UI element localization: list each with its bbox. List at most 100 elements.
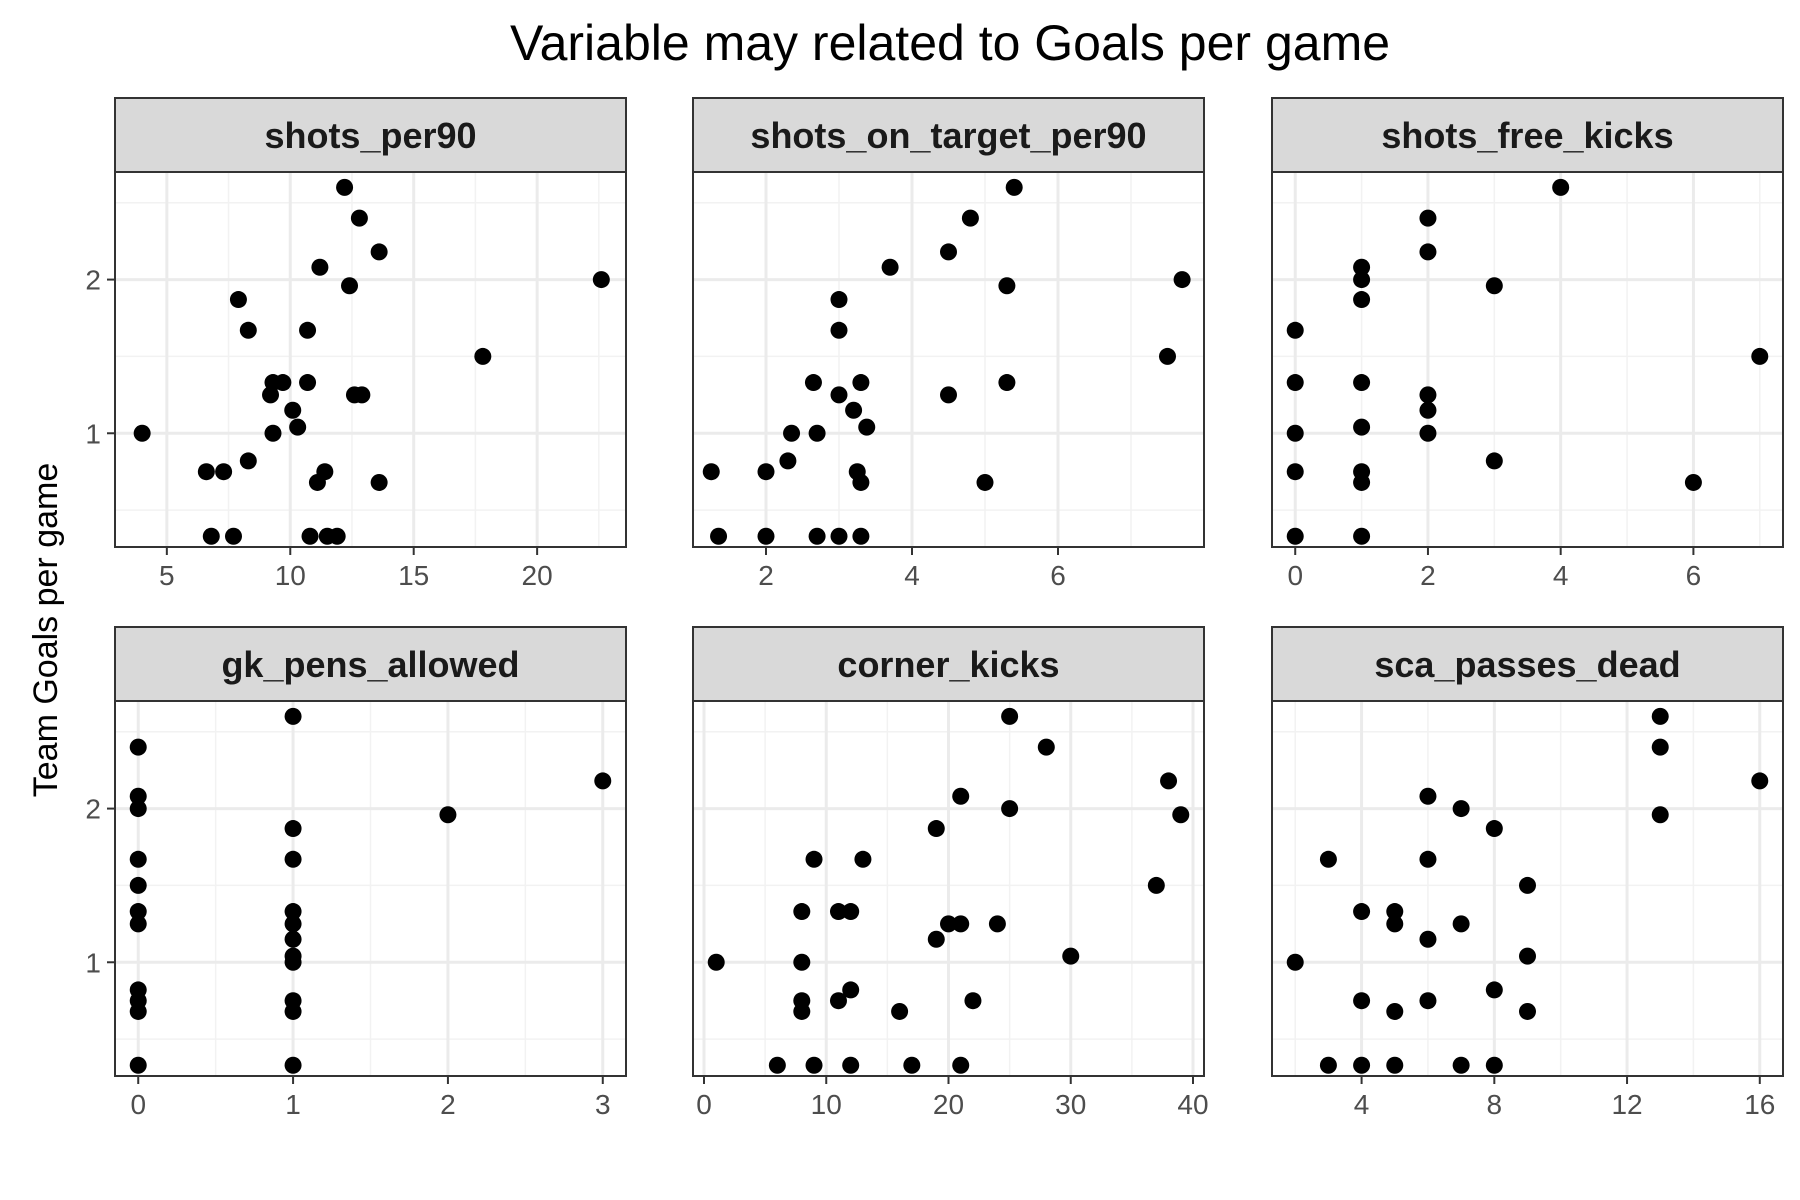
data-point: [350, 209, 368, 227]
facet-strip-label: sca_passes_dead: [1374, 644, 1680, 685]
data-point: [439, 806, 457, 824]
facet-strip-label: shots_free_kicks: [1381, 115, 1673, 156]
facet-strip: [114, 97, 627, 173]
x-tick-label: 16: [1744, 1089, 1775, 1120]
data-point: [903, 1056, 921, 1074]
data-point: [707, 953, 725, 971]
data-point: [224, 527, 242, 545]
data-point: [1319, 1056, 1337, 1074]
data-point: [830, 527, 848, 545]
data-point: [852, 374, 870, 392]
facet-strip: [1271, 626, 1784, 702]
data-point: [133, 424, 151, 442]
data-point: [284, 930, 302, 948]
x-tick-label: 4: [1553, 560, 1569, 591]
x-tick-label: 2: [1420, 560, 1436, 591]
x-tick-label: 2: [440, 1089, 456, 1120]
x-tick-label: 5: [159, 560, 175, 591]
data-point: [940, 386, 957, 404]
data-point: [952, 915, 970, 933]
facet-strip-label: corner_kicks: [837, 644, 1059, 685]
data-point: [1353, 473, 1371, 491]
data-point: [215, 463, 233, 481]
data-point: [1386, 903, 1404, 921]
data-point: [808, 527, 826, 545]
data-point: [1062, 947, 1080, 965]
data-point: [1353, 374, 1371, 392]
data-point: [805, 850, 823, 868]
facet-strip: [692, 626, 1205, 702]
plot-area: [115, 172, 626, 547]
facet-strip: [1271, 97, 1784, 173]
data-point: [1001, 800, 1019, 818]
data-point: [710, 527, 728, 545]
data-point: [793, 953, 811, 971]
data-point: [353, 386, 371, 404]
plot-area: [693, 172, 1204, 547]
data-point: [1552, 178, 1570, 196]
plot-area: [1272, 172, 1783, 547]
data-point: [229, 291, 247, 309]
data-point: [881, 258, 899, 276]
data-point: [1286, 321, 1304, 339]
data-point: [239, 321, 257, 339]
data-point: [1419, 992, 1437, 1010]
x-tick-label: 10: [275, 560, 306, 591]
data-point: [891, 1002, 909, 1020]
data-point: [854, 850, 872, 868]
facet-panel-corner_kicks: corner_kicks 0 10 20 30 40: [692, 626, 1209, 1120]
data-point: [1353, 903, 1371, 921]
data-point: [1386, 915, 1404, 933]
data-point: [845, 401, 863, 419]
data-point: [341, 277, 359, 295]
data-point: [793, 1002, 811, 1020]
data-point: [1005, 178, 1023, 196]
data-point: [830, 386, 848, 404]
data-point: [804, 374, 822, 392]
chart-title: Variable may related to Goals per game: [510, 15, 1390, 71]
x-tick-label: 15: [398, 560, 429, 591]
data-point: [783, 424, 801, 442]
data-point: [284, 707, 302, 725]
data-point: [1519, 947, 1536, 965]
data-point: [940, 915, 957, 933]
x-tick-label: 1: [285, 1089, 301, 1120]
data-point: [1485, 452, 1503, 470]
data-point: [1353, 1056, 1371, 1074]
facet-strip-label: shots_on_target_per90: [750, 115, 1146, 156]
data-point: [1452, 800, 1470, 818]
data-point: [852, 527, 870, 545]
data-point: [779, 452, 797, 470]
data-point: [284, 915, 302, 933]
data-point: [1419, 787, 1437, 805]
x-tick-label: 0: [696, 1089, 712, 1120]
facet-panel-shots_free_kicks: shots_free_kicks 0 2 4 6: [1271, 97, 1784, 591]
data-point: [940, 243, 957, 261]
x-tick-label: 20: [933, 1089, 964, 1120]
data-point: [1485, 820, 1503, 838]
data-point: [129, 800, 147, 818]
panel-border: [692, 171, 1205, 548]
data-point: [952, 1056, 970, 1074]
data-point: [274, 374, 292, 392]
data-point: [1353, 271, 1371, 289]
data-point: [1353, 258, 1371, 276]
data-point: [842, 903, 860, 921]
data-point: [1001, 707, 1019, 725]
data-point: [1419, 386, 1437, 404]
data-point: [1419, 424, 1437, 442]
data-point: [202, 527, 220, 545]
data-point: [842, 981, 860, 999]
x-tick-label: 4: [904, 560, 920, 591]
data-point: [284, 1002, 302, 1020]
data-point: [1485, 981, 1503, 999]
data-point: [1485, 1056, 1503, 1074]
data-point: [1286, 374, 1304, 392]
data-point: [1419, 401, 1437, 419]
data-point: [1485, 277, 1503, 295]
data-point: [1319, 850, 1337, 868]
data-point: [768, 1056, 786, 1074]
x-tick-label: 8: [1487, 1089, 1503, 1120]
data-point: [284, 850, 302, 868]
